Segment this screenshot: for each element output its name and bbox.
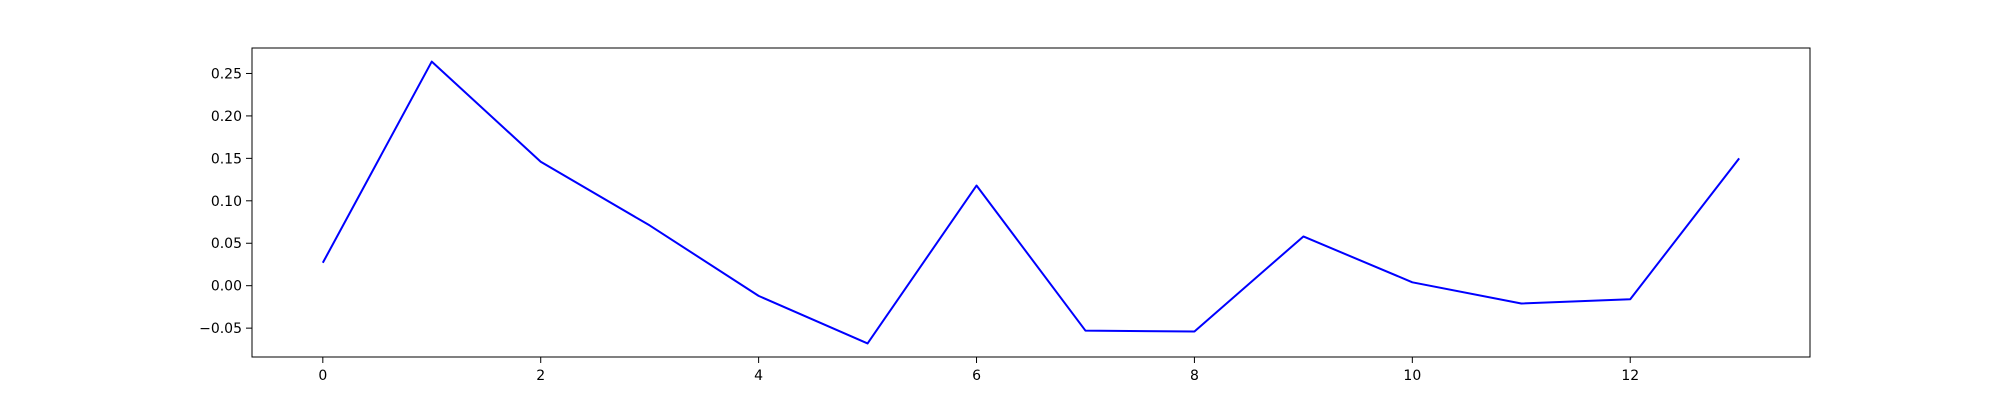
x-tick-label: 6 [972, 368, 981, 384]
y-tick-label: 0.00 [211, 279, 242, 295]
plot-frame [251, 47, 1811, 358]
y-tick-label: −0.05 [199, 321, 242, 337]
x-tick-label: 4 [754, 368, 763, 384]
series-line [321, 60, 1740, 345]
x-axis: 0 2 4 6 8 10 12 [318, 357, 1639, 384]
x-tick-label: 0 [318, 368, 327, 384]
y-tick-label: 0.15 [211, 151, 242, 167]
x-tick-label: 8 [1190, 368, 1199, 384]
y-tick-label: 0.25 [211, 66, 242, 82]
y-axis: −0.05 0.00 0.05 0.10 0.15 0.20 0.25 [199, 66, 252, 337]
x-tick-label: 10 [1403, 368, 1421, 384]
x-tick-label: 2 [536, 368, 545, 384]
y-tick-label: 0.20 [211, 109, 242, 125]
y-tick-label: 0.05 [211, 236, 242, 252]
x-tick-label: 12 [1621, 368, 1639, 384]
y-tick-label: 0.10 [211, 194, 242, 210]
